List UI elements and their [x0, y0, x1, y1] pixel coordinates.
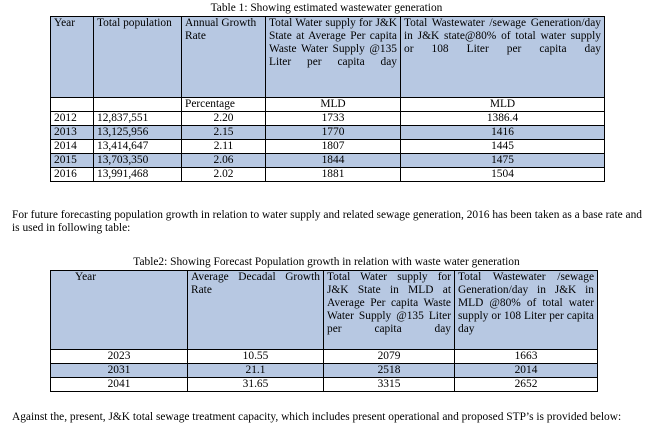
- t1-population: 13,414,647: [93, 139, 182, 154]
- t1-year: 2015: [50, 153, 94, 168]
- t1-year: 2012: [50, 111, 94, 126]
- table-row: 2014 13,414,647 2.11 1807 1445: [50, 139, 605, 154]
- table-row: 2041 31.65 3315 2652: [50, 377, 598, 392]
- table-row: 2012 12,837,551 2.20 1733 1386.4: [50, 111, 605, 126]
- t1-header-population: Total population: [93, 16, 182, 98]
- t1-population: 12,837,551: [93, 111, 182, 126]
- table-row: 2031 21.1 2518 2014: [50, 363, 598, 378]
- table2: Year Average Decadal Growth Rate Total W…: [50, 270, 598, 392]
- t2-growth: 10.55: [187, 349, 324, 364]
- t1-growth: 2.06: [181, 153, 266, 168]
- t1-header-wastewater: Total Wastewater /sewage Generation/day …: [400, 16, 605, 98]
- t2-header-wastewater: Total Wastewater /sewage Generation/day …: [454, 270, 598, 350]
- t1-growth: 2.20: [181, 111, 266, 126]
- t2-supply: 3315: [323, 377, 455, 392]
- t2-header-growth: Average Decadal Growth Rate: [187, 270, 324, 350]
- t1-growth: 2.02: [181, 167, 266, 182]
- table1: Year Total population Annual Growth Rate…: [50, 16, 605, 182]
- t1-header-year: Year: [50, 16, 94, 98]
- t1-supply: 1844: [265, 153, 401, 168]
- paragraph-treatment-capacity: Against the, present, J&K total sewage t…: [12, 411, 622, 423]
- t1-year: 2014: [50, 139, 94, 154]
- table-row: 2015 13,703,350 2.06 1844 1475: [50, 153, 605, 168]
- t2-year: 2023: [50, 349, 188, 364]
- t1-units-growth: Percentage: [181, 97, 266, 112]
- t1-wastewater: 1475: [400, 153, 605, 168]
- t1-units-wastewater: MLD: [400, 97, 605, 112]
- t1-wastewater: 1416: [400, 125, 605, 140]
- table-row: 2023 10.55 2079 1663: [50, 349, 598, 364]
- table-row: 2016 13,991,468 2.02 1881 1504: [50, 167, 605, 182]
- t1-units-supply: MLD: [265, 97, 401, 112]
- t1-wastewater: 1504: [400, 167, 605, 182]
- t1-supply: 1733: [265, 111, 401, 126]
- table-row: 2013 13,125,956 2.15 1770 1416: [50, 125, 605, 140]
- t2-supply: 2079: [323, 349, 455, 364]
- t2-year: 2041: [50, 377, 188, 392]
- t2-wastewater: 2652: [454, 377, 598, 392]
- table1-caption: Table 1: Showing estimated wastewater ge…: [210, 2, 443, 14]
- t1-header-supply: Total Water supply for J&K State at Aver…: [265, 16, 401, 98]
- t2-wastewater: 2014: [454, 363, 598, 378]
- t1-supply: 1807: [265, 139, 401, 154]
- t1-header-growth: Annual Growth Rate: [181, 16, 266, 98]
- t2-wastewater: 1663: [454, 349, 598, 364]
- t1-year: 2013: [50, 125, 94, 140]
- t1-wastewater: 1386.4: [400, 111, 605, 126]
- t2-header-supply: Total Water supply for J&K State in MLD …: [323, 270, 455, 350]
- t1-supply: 1881: [265, 167, 401, 182]
- t2-supply: 2518: [323, 363, 455, 378]
- t1-population: 13,125,956: [93, 125, 182, 140]
- t1-growth: 2.11: [181, 139, 266, 154]
- t2-growth: 31.65: [187, 377, 324, 392]
- t1-year: 2016: [50, 167, 94, 182]
- t2-year: 2031: [50, 363, 188, 378]
- t1-supply: 1770: [265, 125, 401, 140]
- t2-header-year: Year: [50, 270, 188, 350]
- t2-growth: 21.1: [187, 363, 324, 378]
- table2-caption: Table2: Showing Forecast Population grow…: [133, 256, 520, 268]
- t1-growth: 2.15: [181, 125, 266, 140]
- t1-units-population: [93, 97, 182, 112]
- t1-population: 13,991,468: [93, 167, 182, 182]
- t1-units-year: [50, 97, 94, 112]
- paragraph-forecast-intro: For future forecasting population growth…: [12, 209, 642, 234]
- t1-wastewater: 1445: [400, 139, 605, 154]
- t1-population: 13,703,350: [93, 153, 182, 168]
